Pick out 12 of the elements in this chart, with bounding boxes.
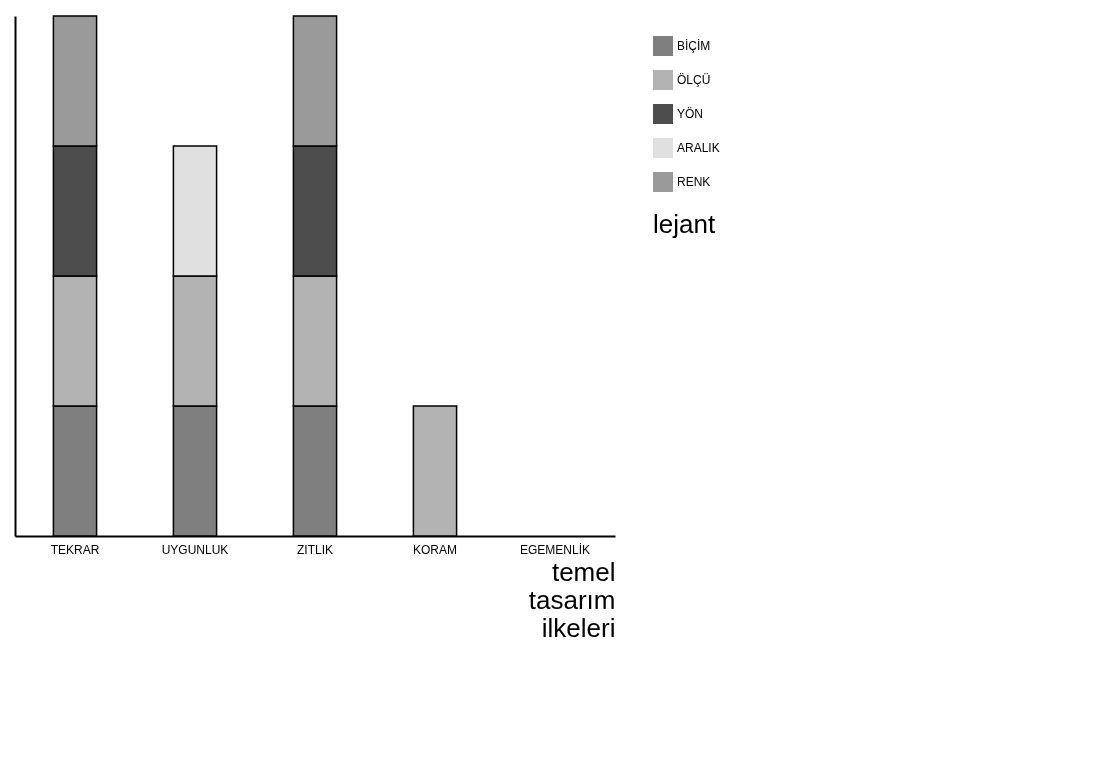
x-axis-title: temel tasarım ilkeleri [528,556,616,643]
x-tick-label: KORAM [412,542,458,557]
legend-label: ÖLÇÜ [677,73,711,87]
x-tick-label: ZITLIK [296,542,334,557]
x-tick-label: UYGUNLUK [161,542,229,557]
x-tick-label: EGEMENLİK [519,542,591,557]
legend-label: BİÇİM [677,39,711,53]
legend-title: lejant [653,209,716,239]
legend-label: RENK [677,175,711,189]
x-tick-label: TEKRAR [50,542,100,557]
legend-label: ARALIK [677,141,720,155]
legend-label: YÖN [677,107,704,121]
